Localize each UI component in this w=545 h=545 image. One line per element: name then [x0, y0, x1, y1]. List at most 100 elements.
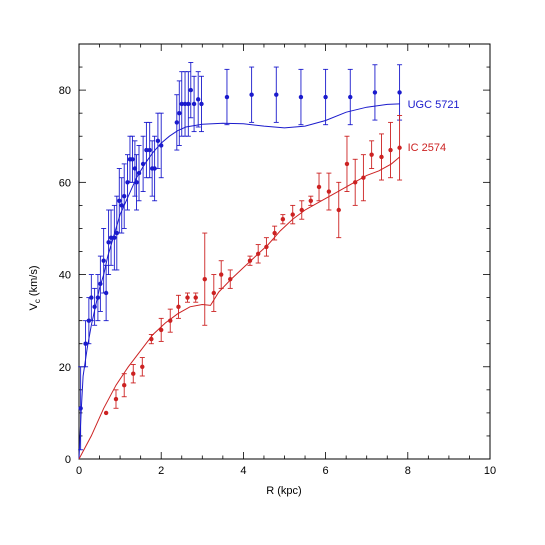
- data-point: [193, 295, 198, 300]
- data-point: [298, 94, 304, 100]
- y-axis-label-tail: (km/s): [28, 266, 40, 300]
- plot-frame: 0 2 4 6 8 10 0 20 40 60 80: [59, 43, 496, 477]
- data-point: [299, 207, 304, 213]
- data-point: [89, 295, 94, 300]
- x-tick-label: 10: [484, 465, 496, 477]
- model-curve: [78, 156, 400, 460]
- data-point: [191, 101, 197, 107]
- data-point: [185, 295, 190, 300]
- data-point: [199, 101, 204, 107]
- data-point: [247, 258, 253, 263]
- data-point: [83, 341, 88, 346]
- data-point: [103, 290, 109, 296]
- data-point: [103, 410, 109, 416]
- data-point: [211, 290, 217, 296]
- y-axis-label-main: V: [28, 302, 40, 310]
- data-point: [397, 145, 402, 150]
- data-point: [361, 175, 366, 180]
- data-point: [369, 152, 374, 157]
- data-point: [274, 92, 279, 97]
- data-point: [152, 166, 157, 171]
- data-point: [264, 244, 269, 250]
- data-point: [348, 94, 353, 100]
- data-point: [112, 235, 117, 240]
- data-point: [397, 90, 402, 95]
- series-group: [78, 61, 403, 460]
- data-point: [176, 304, 181, 310]
- data-point: [144, 147, 149, 153]
- data-point: [344, 161, 350, 167]
- data-point: [147, 147, 152, 153]
- series-labels: UGC 5721 IC 2574: [408, 99, 460, 154]
- data-point: [122, 383, 127, 388]
- data-point: [179, 101, 184, 107]
- y-tick-label: 0: [65, 454, 71, 466]
- data-point: [195, 97, 201, 102]
- series-label: IC 2574: [408, 142, 447, 154]
- y-tick-label: 60: [59, 177, 71, 189]
- data-point: [113, 396, 119, 402]
- series-label: UGC 5721: [408, 99, 460, 111]
- data-point: [182, 101, 188, 107]
- data-point: [290, 212, 295, 217]
- data-point: [249, 92, 254, 97]
- data-point: [131, 371, 136, 376]
- data-point: [130, 157, 135, 162]
- data-point: [101, 258, 106, 263]
- data-point: [352, 180, 358, 185]
- data-point: [140, 161, 146, 167]
- x-tick-label: 2: [158, 465, 164, 477]
- x-tick-label: 0: [76, 465, 82, 477]
- x-tick-label: 4: [240, 465, 246, 477]
- data-point: [168, 318, 173, 323]
- data-point: [149, 336, 154, 342]
- y-axis-label: Vc (km/s): [28, 266, 42, 311]
- y-tick-label: 40: [59, 270, 71, 282]
- data-point: [117, 198, 122, 203]
- data-point: [372, 90, 378, 95]
- data-point: [219, 272, 224, 277]
- data-point: [155, 138, 161, 144]
- data-point: [379, 154, 384, 160]
- data-point: [136, 170, 142, 176]
- data-point: [388, 147, 393, 153]
- data-point: [188, 87, 193, 93]
- data-point: [202, 276, 207, 282]
- series-group: [78, 115, 403, 460]
- data-point: [159, 143, 164, 148]
- data-point: [159, 327, 164, 333]
- data-point: [108, 235, 114, 240]
- data-point: [280, 217, 286, 222]
- x-tick-label: 8: [405, 465, 411, 477]
- data-point: [177, 110, 182, 116]
- data-point: [186, 101, 191, 107]
- data-point: [119, 203, 124, 208]
- data-point: [308, 198, 314, 203]
- data-point: [92, 304, 97, 310]
- data-point: [140, 364, 145, 369]
- x-axis-label: R (kpc): [266, 485, 301, 497]
- axis-labels: R (kpc) Vc (km/s): [28, 266, 302, 497]
- data-point: [132, 166, 138, 171]
- data-point: [78, 406, 83, 411]
- series-layer: [78, 61, 403, 460]
- data-point: [326, 189, 332, 194]
- data-point: [255, 251, 261, 257]
- data-point: [272, 230, 277, 236]
- data-point: [95, 295, 101, 300]
- x-tick-label: 6: [323, 465, 329, 477]
- data-point: [98, 281, 103, 286]
- data-point: [316, 184, 322, 190]
- data-point: [323, 94, 328, 100]
- data-point: [122, 193, 127, 199]
- data-point: [228, 276, 233, 282]
- data-point: [336, 207, 341, 213]
- y-tick-label: 80: [59, 85, 71, 97]
- data-point: [106, 240, 111, 245]
- data-point: [134, 180, 139, 185]
- data-point: [224, 94, 230, 100]
- data-point: [174, 120, 180, 125]
- y-axis-label-sub: c: [33, 299, 42, 303]
- y-tick-label: 20: [59, 362, 71, 374]
